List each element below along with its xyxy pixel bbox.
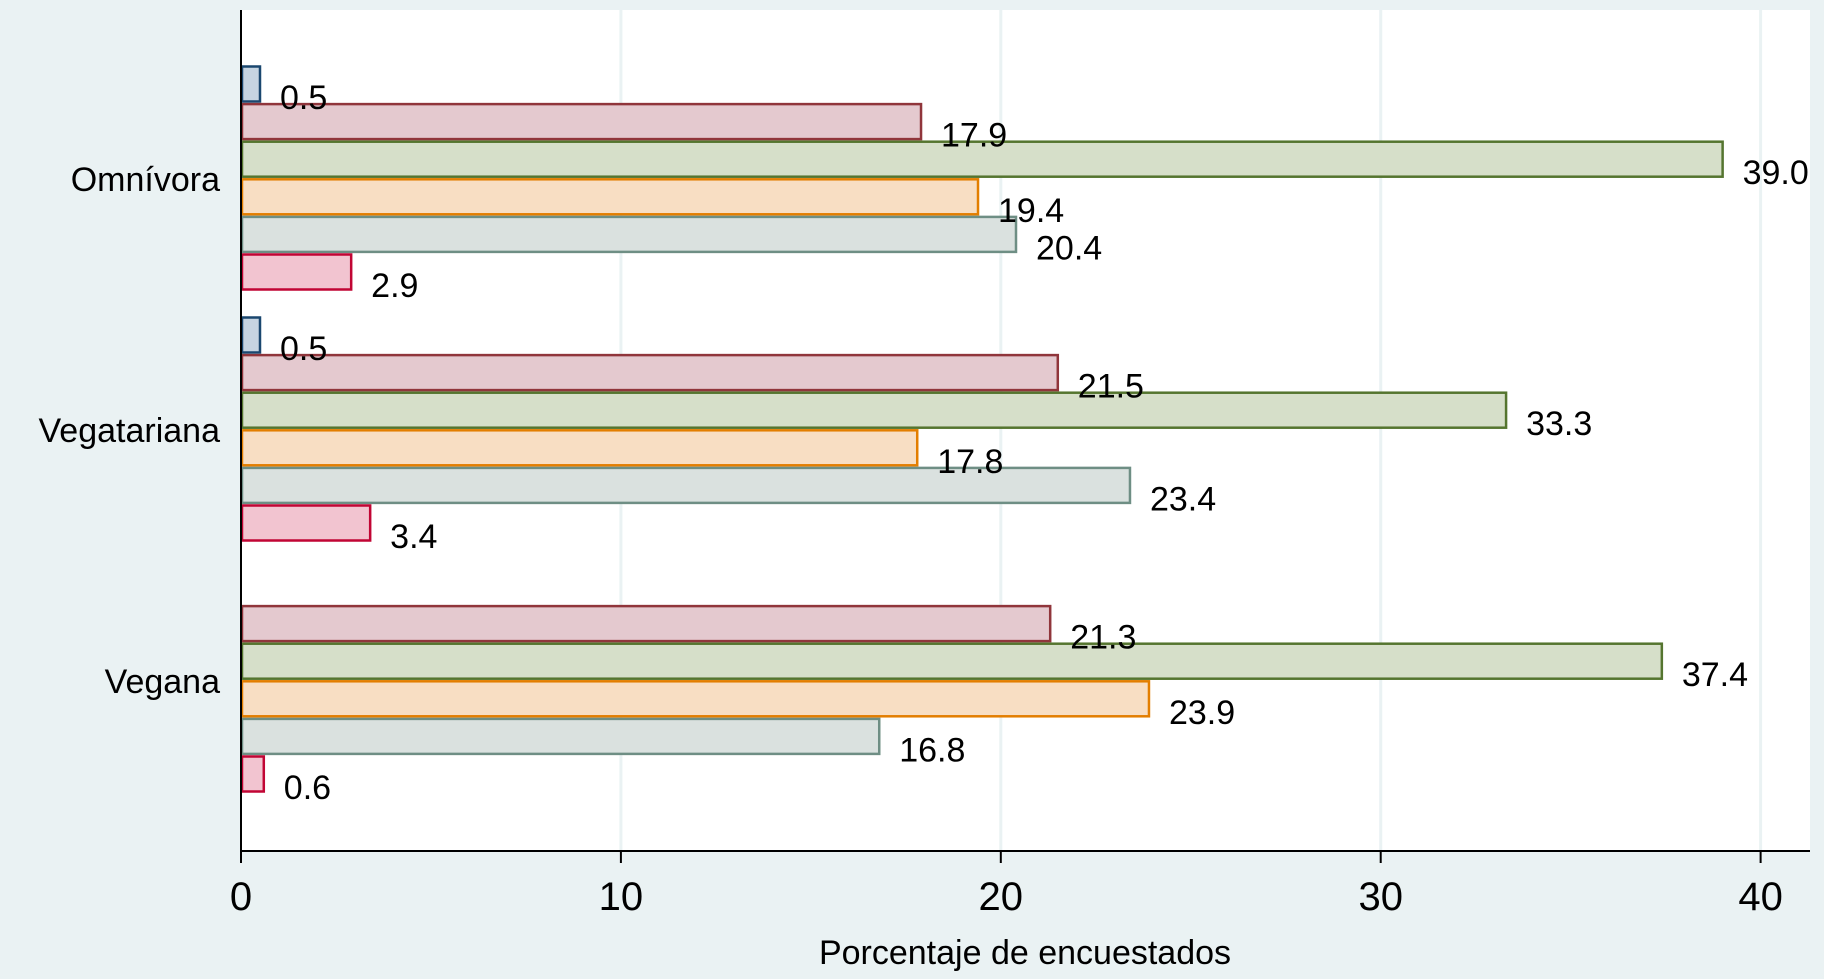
bar (240, 391, 1508, 429)
data-label: 2.9 (371, 267, 418, 305)
bar (240, 429, 919, 467)
data-label: 33.3 (1526, 405, 1592, 443)
data-label: 21.5 (1078, 368, 1144, 406)
bar (240, 642, 1664, 680)
data-label: 3.4 (390, 518, 437, 556)
axes: 0 10 20 30 40 Omnívora Vegatariana Vegana (39, 10, 1810, 919)
x-tick-label: 20 (979, 875, 1024, 919)
data-labels: 0.5 17.9 39.0 19.420.4 2.9 0.5 21.5 33.3 17.8 23.… (280, 79, 1809, 807)
bar (240, 102, 923, 141)
bar (240, 466, 1132, 505)
x-tick-label: 40 (1738, 875, 1783, 919)
bar (240, 504, 372, 542)
data-label: 0.5 (280, 330, 327, 368)
bar (240, 717, 881, 756)
bar (240, 316, 262, 354)
data-label: 17.9 (941, 117, 1007, 155)
data-label: 23.9 (1169, 694, 1235, 732)
data-label: 0.6 (284, 769, 331, 807)
bar (240, 353, 1060, 392)
bars (240, 65, 1724, 793)
data-label: 19.4 (998, 192, 1064, 230)
bar (240, 65, 262, 103)
data-label: 39.0 (1743, 154, 1809, 192)
data-label: 17.8 (937, 443, 1003, 481)
category-label: Omnívora (71, 161, 220, 199)
data-label: 21.3 (1070, 619, 1136, 657)
bar (240, 755, 266, 793)
x-tick-label: 10 (599, 875, 644, 919)
x-tick-label: 30 (1358, 875, 1403, 919)
x-axis-title: Porcentaje de encuestados (819, 934, 1231, 972)
bar (240, 253, 353, 291)
data-label: 16.8 (899, 731, 965, 769)
bar (240, 215, 1018, 254)
bar (240, 178, 980, 216)
data-label: 23.4 (1150, 480, 1216, 518)
bar (240, 680, 1151, 718)
bar (240, 604, 1052, 643)
data-label: 0.5 (280, 79, 327, 117)
data-label: 20.4 (1036, 229, 1102, 267)
data-label: 37.4 (1682, 656, 1748, 694)
category-label: Vegana (105, 663, 220, 701)
x-tick-label: 0 (230, 875, 252, 919)
category-label: Vegatariana (39, 412, 221, 450)
